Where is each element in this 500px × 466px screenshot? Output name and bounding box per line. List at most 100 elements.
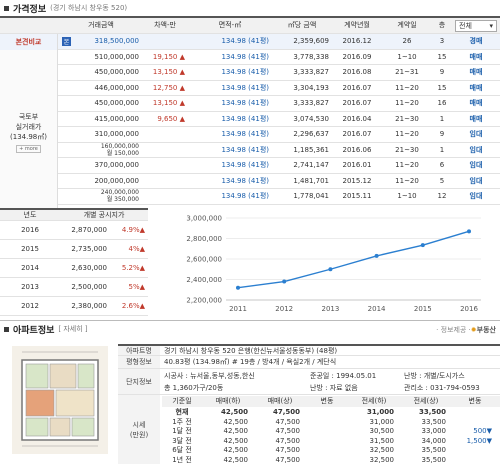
data-point bbox=[374, 253, 379, 258]
market-cell-a: 42,500 bbox=[223, 436, 249, 445]
market-cell-e: 32,500 bbox=[369, 455, 395, 464]
price-cell-diff: 13,150 ▲ bbox=[152, 99, 185, 108]
price-cell-ym: 2016.07 bbox=[342, 99, 372, 108]
price-cell-type: 임대 bbox=[469, 145, 483, 154]
market-label-1: 시세 bbox=[132, 420, 146, 429]
x-tick-label: 2013 bbox=[321, 305, 339, 313]
market-price-row: 3달 전 42,500 47,500 31,500 34,000 1,500▼ bbox=[162, 436, 500, 447]
price-cell-type: 매매 bbox=[469, 52, 483, 61]
price-cell-area: 134.98 (41평) bbox=[221, 37, 269, 46]
price-section-title: 가격정보 bbox=[13, 4, 47, 15]
office-phone: 관리소 : 031-794-0593 bbox=[404, 384, 480, 392]
price-row[interactable]: 160,000,000 월 150,000 134.98 (41평) 1,185,3… bbox=[0, 143, 500, 158]
compare-label: 본견비교 bbox=[15, 37, 42, 46]
market-cell-b: 47,500 bbox=[275, 455, 301, 464]
gongsi-row: 2014 2,630,000 5.2%▲ bbox=[0, 259, 148, 278]
price-row[interactable]: 318,500,000 134.98 (41평) 2,359,609 2016.12 2… bbox=[0, 34, 500, 50]
price-cell-per: 3,333,827 bbox=[293, 99, 329, 108]
price-row[interactable]: 446,000,000 12,750 ▲ 134.98 (41평) 3,304,193… bbox=[0, 81, 500, 96]
data-point bbox=[328, 267, 333, 272]
price-cell-day: 26 bbox=[402, 37, 412, 46]
price-cell-ym: 2016.12 bbox=[342, 37, 372, 46]
price-cell-type: 임대 bbox=[469, 130, 483, 139]
price-cell-price: 510,000,000 bbox=[94, 52, 139, 61]
price-cell-type: 매매 bbox=[469, 83, 483, 92]
market-cell-e: 32,500 bbox=[369, 446, 395, 455]
market-cell-f: 35,500 bbox=[421, 446, 447, 455]
market-cell-e: 30,500 bbox=[369, 427, 395, 436]
price-cell-price: 318,500,000 bbox=[94, 37, 139, 46]
price-cell-ym: 2015.12 bbox=[342, 176, 372, 185]
price-row[interactable]: 415,000,000 9,650 ▲ 134.98 (41평) 3,074,530 2… bbox=[0, 112, 500, 127]
y-tick-label: 2,600,000 bbox=[186, 256, 222, 264]
price-cell-floor: 1 bbox=[439, 145, 445, 154]
price-cell-per: 2,741,147 bbox=[293, 161, 329, 170]
price-cell-area: 134.98 (41평) bbox=[221, 52, 269, 61]
price-cell-day: 21~30 bbox=[395, 145, 419, 154]
price-row[interactable]: 310,000,000 134.98 (41평) 2,296,637 2016.07 1… bbox=[0, 127, 500, 143]
price-cell-diff: 9,650 ▲ bbox=[157, 114, 185, 123]
price-section-address: (경기 하남시 창우동 520) bbox=[50, 4, 128, 12]
price-cell-area: 134.98 (41평) bbox=[221, 161, 269, 170]
price-cell-ym: 2016.07 bbox=[342, 83, 372, 92]
market-col-b: 매매(상) bbox=[267, 397, 293, 406]
price-cell-price: 240,000,000 월 350,000 bbox=[100, 189, 139, 204]
market-cell-d: 1주 전 bbox=[172, 417, 192, 426]
apt-name-row: 아파트명 경기 하남시 창우동 520 은행(한신뉴서울성동동부) (48평) bbox=[118, 344, 500, 356]
gongsi-year: 2015 bbox=[21, 245, 39, 253]
price-cell-type: 매매 bbox=[469, 68, 483, 77]
price-cell-ym: 2016.08 bbox=[342, 68, 372, 77]
price-row[interactable]: 370,000,000 134.98 (41평) 2,741,147 2016.01 1… bbox=[0, 158, 500, 174]
more-button[interactable]: + more bbox=[16, 145, 41, 153]
apt-name-value: 경기 하남시 창우동 520 은행(한신뉴서울성동동부) (48평) bbox=[164, 346, 338, 355]
price-cell-diff: 19,150 ▲ bbox=[152, 52, 185, 61]
market-cell-a: 42,500 bbox=[223, 417, 249, 426]
price-cell-floor: 6 bbox=[439, 161, 445, 170]
price-cell-area: 134.98 (41평) bbox=[221, 83, 269, 92]
price-cell-per: 1,481,701 bbox=[293, 176, 329, 185]
price-cell-ym: 2016.01 bbox=[342, 161, 372, 170]
market-label: 시세 (만원) bbox=[118, 395, 160, 464]
side-label-3: (134.98㎡) bbox=[10, 133, 47, 141]
market-col-d: 기준일 bbox=[172, 397, 192, 406]
price-cell-price: 450,000,000 bbox=[94, 99, 139, 108]
market-cell-e: 31,000 bbox=[366, 408, 394, 417]
market-col-c: 변동 bbox=[320, 397, 334, 406]
price-table-header: 거래금액 차액-만 면적-㎡ ㎡당 금액 계약년월 계약일 층 전체 ▾ bbox=[0, 18, 500, 34]
type-filter-value: 전체 bbox=[459, 22, 472, 30]
market-price-row: 6달 전 42,500 47,500 32,500 35,500 bbox=[162, 445, 500, 456]
price-table: 거래금액 차액-만 면적-㎡ ㎡당 금액 계약년월 계약일 층 전체 ▾ 318… bbox=[0, 16, 500, 216]
gongsi-value: 2,735,000 bbox=[71, 245, 107, 253]
market-cell-a: 42,500 bbox=[223, 446, 249, 455]
apt-section-title: 아파트정보 bbox=[13, 325, 55, 336]
market-cell-g: 500▼ bbox=[473, 427, 492, 436]
gongsi-pct: 4.9%▲ bbox=[121, 226, 145, 234]
price-cell-diff bbox=[142, 34, 188, 49]
price-section-header: 가격정보 (경기 하남시 창우동 520) bbox=[4, 1, 127, 15]
price-row[interactable]: 450,000,000 13,150 ▲ 134.98 (41평) 3,333,827… bbox=[0, 65, 500, 81]
price-cell-price: 450,000,000 bbox=[94, 68, 139, 77]
price-cell-diff bbox=[142, 174, 188, 189]
price-cell-price: 200,000,000 bbox=[94, 176, 139, 185]
market-cell-g: 1,500▼ bbox=[466, 436, 492, 445]
price-cell-day: 11~20 bbox=[395, 130, 419, 139]
market-cell-e: 31,500 bbox=[369, 436, 395, 445]
col-area: 면적-㎡ bbox=[218, 21, 242, 30]
type-filter-select[interactable]: 전체 ▾ bbox=[455, 20, 497, 32]
y-tick-label: 2,800,000 bbox=[186, 235, 222, 243]
apt-detail-link[interactable]: [ 자세히 ] bbox=[58, 325, 88, 333]
apt-name-label: 아파트명 bbox=[118, 346, 160, 355]
price-cell-day: 1~10 bbox=[397, 192, 417, 201]
complex-label: 단지정보 bbox=[118, 369, 160, 394]
market-cell-f: 33,500 bbox=[421, 417, 447, 426]
price-row[interactable]: 450,000,000 13,150 ▲ 134.98 (41평) 3,333,827… bbox=[0, 96, 500, 112]
price-cell-diff: 12,750 ▲ bbox=[152, 83, 185, 92]
price-row[interactable]: 510,000,000 19,150 ▲ 134.98 (41평) 3,778,338… bbox=[0, 50, 500, 65]
price-cell-day: 1~10 bbox=[397, 52, 417, 61]
gongsi-pct: 2.6%▲ bbox=[121, 302, 145, 310]
x-tick-label: 2011 bbox=[229, 305, 247, 313]
price-row[interactable]: 240,000,000 월 350,000 134.98 (41평) 1,778,0… bbox=[0, 189, 500, 205]
price-cell-type: 임대 bbox=[469, 192, 483, 201]
price-cell-day: 21~30 bbox=[395, 114, 419, 123]
price-row[interactable]: 200,000,000 134.98 (41평) 1,481,701 2015.12 1… bbox=[0, 174, 500, 189]
